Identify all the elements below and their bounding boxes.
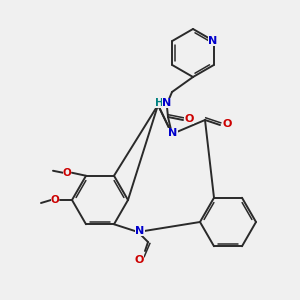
Text: O: O bbox=[51, 195, 59, 205]
Text: N: N bbox=[162, 98, 172, 108]
Text: N: N bbox=[135, 226, 145, 236]
Text: O: O bbox=[184, 114, 194, 124]
Text: N: N bbox=[208, 36, 218, 46]
Text: H: H bbox=[154, 98, 164, 108]
Text: O: O bbox=[222, 119, 232, 129]
Text: O: O bbox=[134, 255, 144, 265]
Text: O: O bbox=[63, 168, 71, 178]
Text: N: N bbox=[168, 128, 178, 138]
